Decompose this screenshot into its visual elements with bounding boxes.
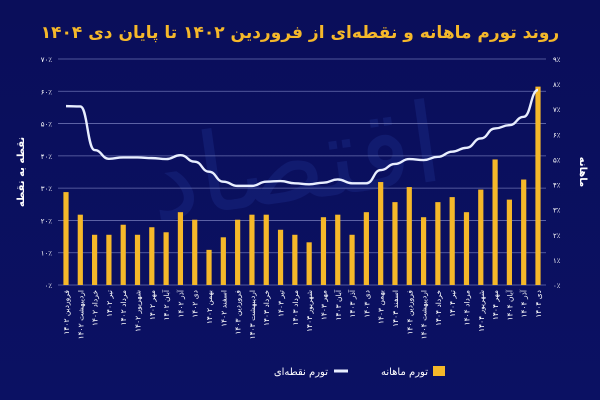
left-tick-label: ۳۰٪ (41, 185, 53, 193)
left-tick-label: ۴۰٪ (41, 153, 53, 161)
x-tick-label: دی ۱۴۰۲ (191, 290, 200, 318)
bar-monthly (506, 199, 512, 285)
x-tick-label: دی ۱۴۰۴ (534, 290, 543, 318)
x-tick-label: اردیبهشت ۱۴۰۴ (420, 290, 429, 339)
chart-title: روند تورم ماهانه و نقطه‌ای از فروردین ۱۴… (41, 23, 559, 43)
right-tick-label: ۰٪ (553, 282, 561, 290)
x-tick-label: آذر ۱۴۰۳ (347, 289, 357, 317)
right-tick-label: ۲٪ (553, 232, 561, 240)
bar-monthly (277, 229, 284, 285)
bar-monthly (77, 214, 83, 285)
x-tick-label: شهریور ۱۴۰۴ (477, 290, 486, 332)
bar-monthly (292, 234, 298, 285)
bar-monthly (478, 189, 484, 285)
x-tick-label: تیر ۱۴۰۳ (277, 290, 286, 317)
legend-swatch-monthly (433, 366, 445, 376)
x-tick-label: فروردین ۱۴۰۳ (234, 290, 243, 335)
x-tick-label: تیر ۱۴۰۲ (105, 290, 114, 317)
bar-monthly (363, 212, 369, 285)
x-tick-label: خرداد ۱۴۰۳ (262, 290, 271, 326)
x-tick-label: اردیبهشت ۱۴۰۲ (76, 290, 85, 339)
right-axis-label: ماهانه (577, 157, 588, 187)
bar-monthly (420, 217, 427, 285)
left-tick-label: ۲۰٪ (41, 217, 53, 225)
bar-monthly (335, 214, 341, 285)
bar-monthly (320, 217, 327, 285)
x-tick-label: شهریور ۱۴۰۲ (134, 290, 143, 332)
bar-monthly (134, 234, 141, 285)
legend-label-monthly: تورم ماهانه (381, 367, 428, 378)
bar-monthly (406, 187, 412, 285)
left-tick-label: ۶۰٪ (41, 88, 53, 96)
right-tick-label: ۴٪ (553, 182, 561, 190)
bar-monthly (206, 249, 212, 285)
x-tick-label: آذر ۱۴۰۴ (519, 289, 529, 317)
x-tick-label: دی ۱۴۰۳ (362, 290, 371, 318)
x-tick-label: اسفند ۱۴۰۲ (219, 290, 228, 327)
x-tick-label: اردیبهشت ۱۴۰۳ (248, 290, 257, 339)
left-axis-label: نقطه به نقطه (16, 137, 27, 207)
x-tick-label: مرداد ۱۴۰۳ (291, 290, 300, 325)
x-tick-label: فروردین ۱۴۰۴ (405, 290, 414, 335)
x-tick-label: مهر ۱۴۰۳ (319, 290, 328, 320)
bar-monthly (163, 232, 169, 285)
left-tick-label: ۰٪ (44, 282, 52, 290)
bar-monthly (463, 212, 470, 285)
x-tick-label: آبان ۱۴۰۴ (504, 289, 514, 320)
x-tick-label: بهمن ۱۴۰۳ (377, 290, 386, 324)
bar-monthly (92, 234, 98, 285)
bar-monthly (106, 234, 112, 285)
x-tick-label: خرداد ۱۴۰۲ (91, 290, 100, 326)
bar-monthly (63, 192, 69, 285)
x-tick-label: خرداد ۱۴۰۴ (434, 290, 443, 326)
left-tick-label: ۵۰٪ (41, 121, 53, 129)
bar-monthly (392, 202, 398, 285)
right-tick-label: ۹٪ (553, 56, 561, 64)
x-tick-label: اسفند ۱۴۰۳ (391, 290, 400, 327)
x-tick-label: مرداد ۱۴۰۲ (119, 290, 128, 325)
left-tick-label: ۷۰٪ (41, 56, 53, 64)
right-tick-label: ۵٪ (553, 156, 561, 164)
x-tick-label: شهریور ۱۴۰۳ (305, 290, 314, 332)
bar-monthly (192, 219, 198, 285)
bar-monthly (220, 237, 226, 285)
bar-monthly (235, 219, 241, 285)
legend-label-point: تورم نقطه‌ای (274, 367, 328, 378)
x-tick-label: آذر ۱۴۰۲ (175, 289, 185, 317)
x-tick-label: مهر ۱۴۰۲ (148, 290, 157, 320)
line-point-to-point (65, 88, 539, 188)
bar-monthly (521, 179, 527, 285)
right-tick-label: ۷٪ (553, 106, 561, 114)
x-tick-label: آبان ۱۴۰۲ (161, 289, 171, 320)
left-tick-label: ۱۰٪ (41, 250, 53, 258)
x-tick-label: مهر ۱۴۰۴ (491, 290, 500, 320)
bar-monthly (492, 159, 498, 285)
bar-monthly (249, 214, 255, 285)
right-tick-label: ۱٪ (553, 257, 561, 265)
bar-monthly (449, 197, 455, 285)
x-tick-label: بهمن ۱۴۰۲ (205, 290, 214, 324)
bar-monthly (263, 214, 269, 285)
right-tick-label: ۶٪ (553, 131, 561, 139)
x-tick-label: آبان ۱۴۰۳ (333, 289, 343, 320)
right-tick-label: ۳٪ (553, 207, 561, 215)
bar-monthly (535, 86, 541, 285)
bar-monthly (120, 224, 126, 285)
bar-monthly (149, 227, 155, 285)
legend: تورم ماهانه تورم نقطه‌ای (274, 366, 445, 378)
x-tick-label: تیر ۱۴۰۴ (448, 290, 457, 317)
right-tick-label: ۸٪ (553, 81, 561, 89)
bar-monthly (177, 212, 184, 285)
bar-monthly (378, 182, 384, 285)
x-tick-label: فروردین ۱۴۰۲ (62, 290, 71, 335)
bar-monthly (349, 234, 355, 285)
x-tick-label: مرداد ۱۴۰۴ (462, 290, 471, 325)
bar-monthly (306, 242, 312, 285)
bar-monthly (435, 202, 441, 285)
